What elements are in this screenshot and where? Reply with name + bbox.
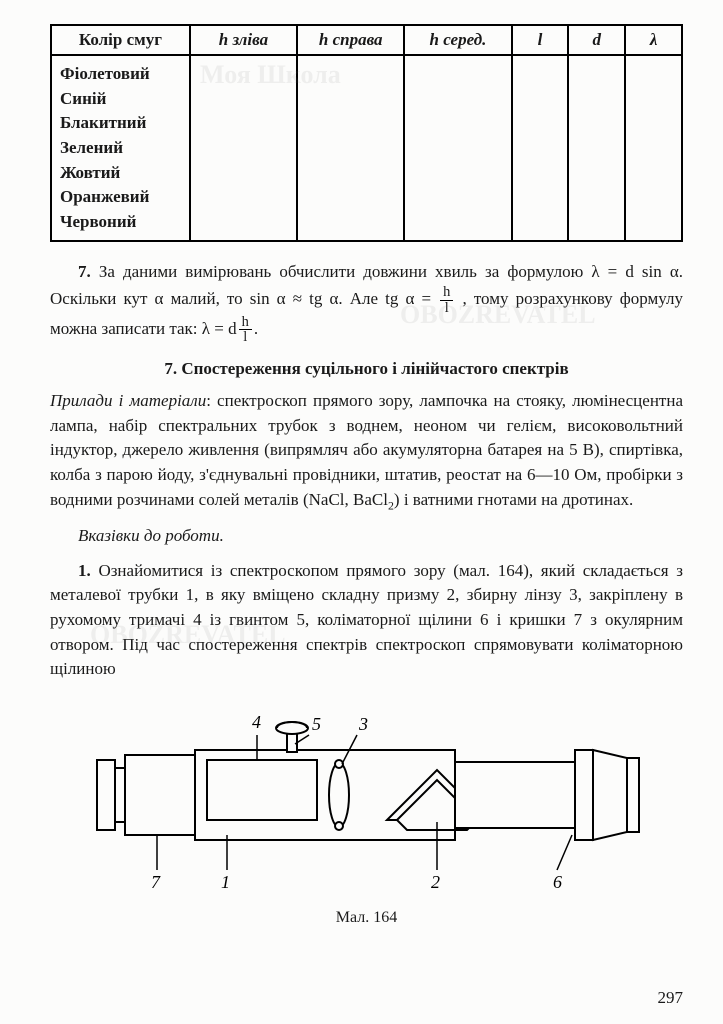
empty-cell bbox=[568, 55, 625, 241]
col-header: l bbox=[512, 25, 569, 55]
col-header: Колір смуг bbox=[51, 25, 190, 55]
step-number: 1. bbox=[78, 561, 91, 580]
row-labels-cell: Фіолетовий Синій Блакитний Зелений Жовти… bbox=[51, 55, 190, 241]
fraction: h l bbox=[440, 285, 453, 315]
empty-cell bbox=[625, 55, 682, 241]
empty-cell bbox=[404, 55, 511, 241]
fraction: h l bbox=[239, 315, 252, 345]
diagram-label: 4 bbox=[252, 712, 261, 732]
table-row: Фіолетовий Синій Блакитний Зелений Жовти… bbox=[51, 55, 682, 241]
body-text: Ознайомитися із спектроскопом прямого зо… bbox=[50, 561, 683, 679]
row-label: Фіолетовий bbox=[60, 62, 181, 87]
diagram-label: 7 bbox=[151, 872, 161, 892]
row-label: Оранжевий bbox=[60, 185, 181, 210]
row-label: Червоний bbox=[60, 210, 181, 235]
row-label: Жовтий bbox=[60, 161, 181, 186]
diagram-label: 1 bbox=[221, 872, 230, 892]
col-header: λ bbox=[625, 25, 682, 55]
instructions-label: Вказівки до роботи. bbox=[78, 526, 224, 545]
diagram-label: 6 bbox=[553, 872, 562, 892]
row-label: Синій bbox=[60, 87, 181, 112]
col-header: h серед. bbox=[404, 25, 511, 55]
spectroscope-diagram: 4 5 3 7 1 2 6 Мал. 164 bbox=[50, 700, 683, 927]
instructions-heading: Вказівки до роботи. bbox=[50, 524, 683, 549]
step-paragraph: 1. Ознайомитися із спектроскопом прямого… bbox=[50, 559, 683, 682]
paragraph-formula: 7. За даними вимірювань обчислити довжин… bbox=[50, 260, 683, 344]
frac-den: l bbox=[239, 330, 252, 344]
body-text: ) і ватними гнотами на дротинах. bbox=[394, 490, 633, 509]
materials-paragraph: Прилади і матеріали: спектроскоп прямого… bbox=[50, 389, 683, 514]
step-number: 7. bbox=[78, 262, 91, 281]
page-number: 297 bbox=[658, 988, 684, 1008]
measurement-table: Колір смуг h зліва h справа h серед. l d… bbox=[50, 24, 683, 242]
empty-cell bbox=[297, 55, 404, 241]
table-header-row: Колір смуг h зліва h справа h серед. l d… bbox=[51, 25, 682, 55]
diagram-label: 5 bbox=[312, 714, 321, 734]
row-label: Зелений bbox=[60, 136, 181, 161]
col-header: d bbox=[568, 25, 625, 55]
empty-cell bbox=[190, 55, 297, 241]
figure-caption: Мал. 164 bbox=[50, 909, 683, 927]
col-header: h справа bbox=[297, 25, 404, 55]
col-header: h зліва bbox=[190, 25, 297, 55]
spectroscope-svg: 4 5 3 7 1 2 6 bbox=[87, 700, 647, 900]
materials-label: Прилади і матеріали bbox=[50, 391, 206, 410]
empty-cell bbox=[512, 55, 569, 241]
body-text: . bbox=[254, 319, 258, 338]
row-label: Блакитний bbox=[60, 111, 181, 136]
frac-den: l bbox=[440, 301, 453, 315]
frac-num: h bbox=[440, 285, 453, 300]
diagram-label: 3 bbox=[358, 714, 368, 734]
diagram-label: 2 bbox=[431, 872, 440, 892]
frac-num: h bbox=[239, 315, 252, 330]
textbook-page: Моя Школа OBOZREVATEL OBOZREVATEL Колір … bbox=[0, 0, 723, 1024]
section-title: 7. Спостереження суцільного і лінійчасто… bbox=[50, 359, 683, 379]
